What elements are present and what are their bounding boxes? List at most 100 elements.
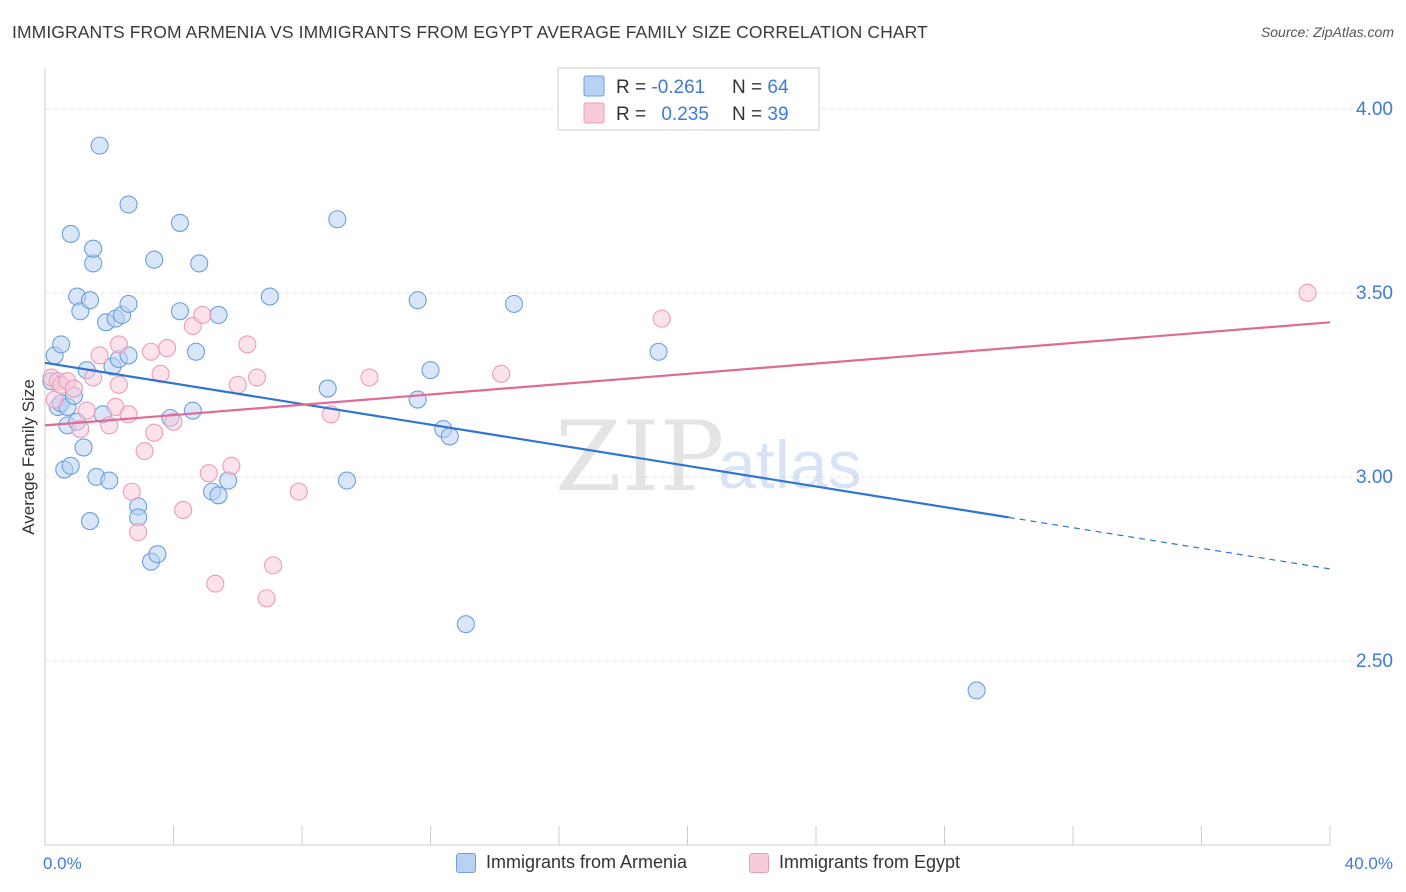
point-armenia-16: [80, 512, 100, 531]
point-egypt-22: [164, 412, 183, 431]
point-armenia-51: [408, 390, 427, 409]
point-armenia-24: [100, 471, 119, 490]
point-armenia-36: [148, 545, 167, 564]
point-egypt-28: [222, 456, 241, 475]
r-label-egypt: R =: [616, 104, 651, 125]
point-egypt-34: [289, 482, 308, 501]
stats-legend: R = -0.261 N = 64 R = 0.235 N = 39: [557, 67, 820, 131]
svg-text:N = 64: N = 64: [732, 77, 789, 98]
y-tick-labels: 2.50 3.00 3.50 4.00: [1356, 99, 1393, 672]
r-value-armenia: -0.261: [651, 77, 705, 98]
point-egypt-36: [360, 368, 379, 387]
point-armenia-31: [119, 294, 138, 313]
point-egypt-31: [247, 368, 267, 387]
point-armenia-53: [421, 361, 440, 380]
point-egypt-25: [193, 305, 212, 324]
point-armenia-40: [183, 401, 202, 420]
point-egypt-15: [122, 482, 141, 501]
r-label-armenia: R =: [616, 77, 651, 98]
point-armenia-58: [649, 342, 668, 361]
point-armenia-55: [440, 427, 459, 446]
y-axis-title: Average Family Size: [19, 379, 38, 535]
n-label-egypt: N =: [732, 104, 767, 125]
y-tick-label: 3.00: [1356, 467, 1393, 488]
legend-swatch-egypt: [583, 102, 605, 124]
point-egypt-6: [71, 420, 90, 439]
y-tick-label: 2.50: [1356, 651, 1393, 672]
axes: [44, 68, 1331, 846]
point-egypt-16: [129, 523, 148, 542]
point-armenia-14: [74, 438, 93, 457]
point-egypt-32: [257, 589, 276, 608]
point-egypt-19: [145, 423, 164, 442]
legend-swatch-egypt-bottom: [749, 852, 769, 873]
point-armenia-56: [456, 615, 475, 634]
y-tick-label: 3.50: [1356, 283, 1393, 304]
point-egypt-39: [1298, 283, 1317, 302]
point-egypt-30: [238, 335, 257, 354]
legend-item-armenia: Immigrants from Armenia: [456, 852, 687, 873]
point-egypt-33: [264, 556, 283, 575]
point-armenia-30: [119, 195, 138, 214]
svg-text:N = 39: N = 39: [732, 104, 789, 125]
point-egypt-17: [135, 442, 154, 461]
point-egypt-23: [174, 500, 193, 520]
point-armenia-17: [80, 291, 100, 310]
point-armenia-4: [52, 335, 71, 354]
point-armenia-57: [504, 294, 524, 313]
point-armenia-46: [219, 471, 238, 490]
trend-egypt: [44, 321, 1331, 427]
legend-label-armenia: Immigrants from Armenia: [486, 852, 688, 872]
watermark: ZIP atlas: [555, 401, 862, 513]
point-armenia-50: [337, 471, 357, 490]
r-value-egypt: 0.235: [661, 104, 709, 125]
point-armenia-21: [90, 136, 109, 155]
point-egypt-9: [90, 346, 109, 365]
data-points: [42, 136, 1317, 700]
point-armenia-59: [967, 681, 986, 700]
point-armenia-52: [408, 291, 427, 310]
n-label-armenia: N =: [732, 77, 767, 98]
trend-armenia-extrapolated: [1008, 516, 1331, 570]
legend-swatch-armenia-bottom: [456, 852, 476, 873]
point-armenia-47: [260, 287, 279, 306]
y-tick-label: 4.00: [1356, 99, 1393, 120]
point-egypt-14: [119, 405, 138, 424]
point-egypt-37: [492, 364, 511, 383]
point-egypt-26: [199, 464, 218, 483]
svg-text:R = -0.261: R = -0.261: [616, 77, 705, 98]
point-armenia-41: [186, 342, 206, 361]
point-egypt-38: [652, 309, 671, 328]
point-armenia-49: [328, 210, 347, 229]
point-armenia-44: [209, 305, 228, 324]
point-armenia-48: [318, 379, 337, 398]
point-armenia-8: [61, 456, 80, 475]
watermark-atlas: atlas: [718, 427, 862, 503]
point-armenia-19: [84, 239, 103, 258]
point-egypt-21: [158, 339, 177, 358]
legend-swatch-armenia: [583, 75, 605, 97]
point-armenia-9: [61, 224, 80, 244]
watermark-zip: ZIP: [555, 401, 724, 513]
point-egypt-5: [64, 379, 83, 398]
point-armenia-35: [145, 250, 164, 269]
source-label: Source: ZipAtlas.com: [1260, 24, 1394, 40]
trend-lines: [44, 321, 1331, 570]
trend-armenia: [44, 361, 1009, 519]
point-egypt-12: [109, 375, 128, 394]
point-egypt-27: [206, 574, 225, 593]
point-armenia-39: [170, 302, 189, 321]
legend-item-egypt: Immigrants from Egypt: [749, 852, 960, 873]
point-egypt-13: [109, 335, 128, 354]
point-egypt-18: [141, 342, 161, 361]
point-armenia-45: [209, 486, 228, 505]
bottom-legend: Immigrants from Armenia Immigrants from …: [0, 852, 1406, 878]
point-egypt-29: [228, 375, 247, 394]
grid-lines: [45, 108, 1395, 662]
x-tick-label-max: 40.0%: [1345, 854, 1393, 873]
x-tick-label-min: 0.0%: [43, 854, 82, 873]
point-egypt-8: [84, 368, 103, 387]
point-egypt-7: [77, 401, 96, 420]
chart-title: IMMIGRANTS FROM ARMENIA VS IMMIGRANTS FR…: [12, 22, 928, 42]
